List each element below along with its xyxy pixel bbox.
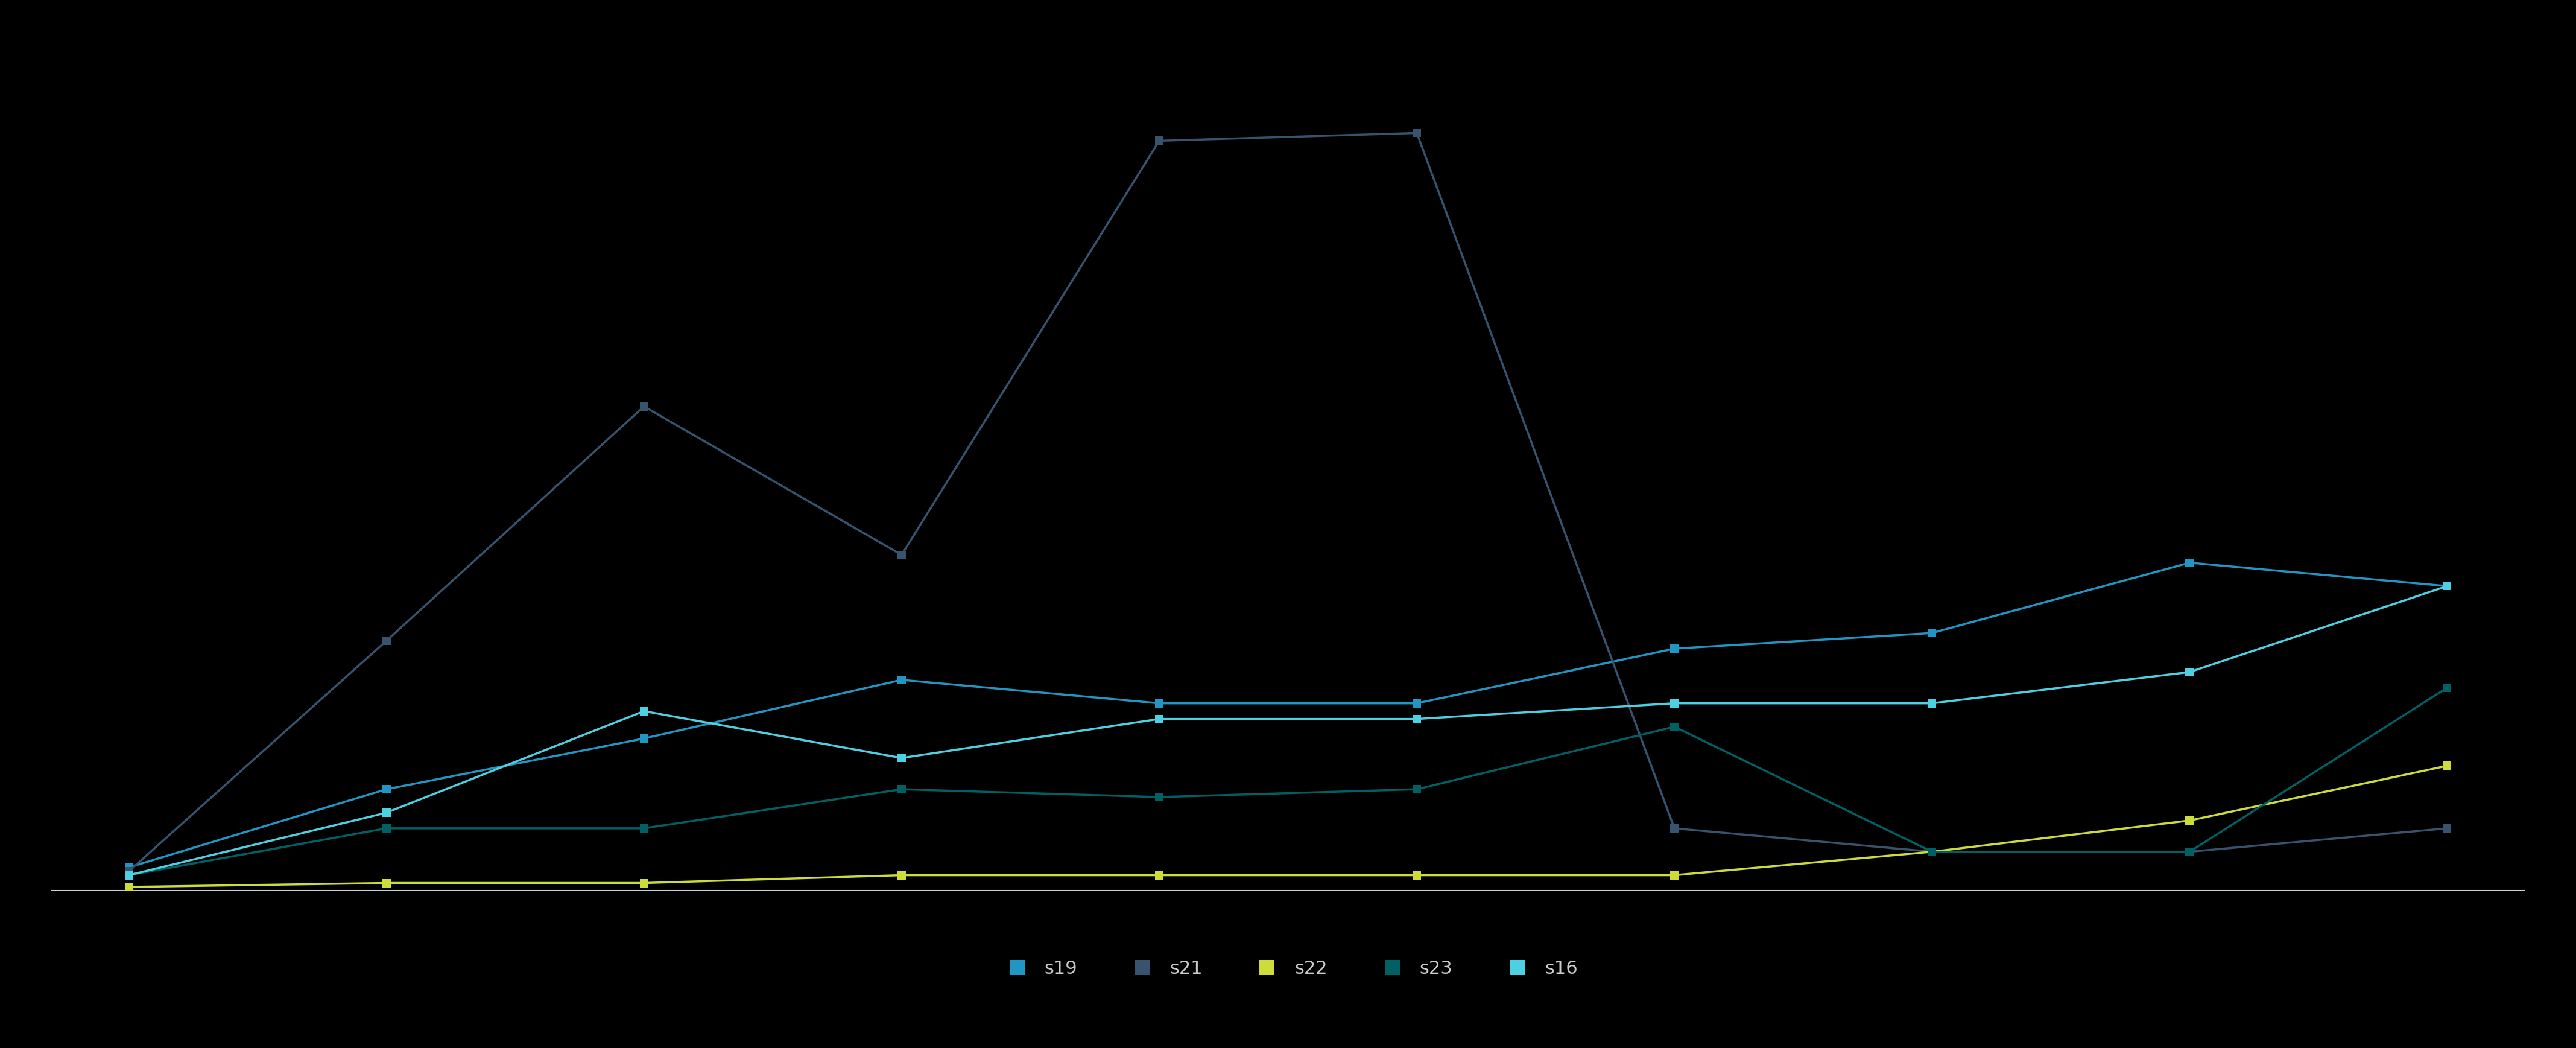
Legend: s19, s21, s22, s23, s16: s19, s21, s22, s23, s16: [992, 953, 1584, 985]
